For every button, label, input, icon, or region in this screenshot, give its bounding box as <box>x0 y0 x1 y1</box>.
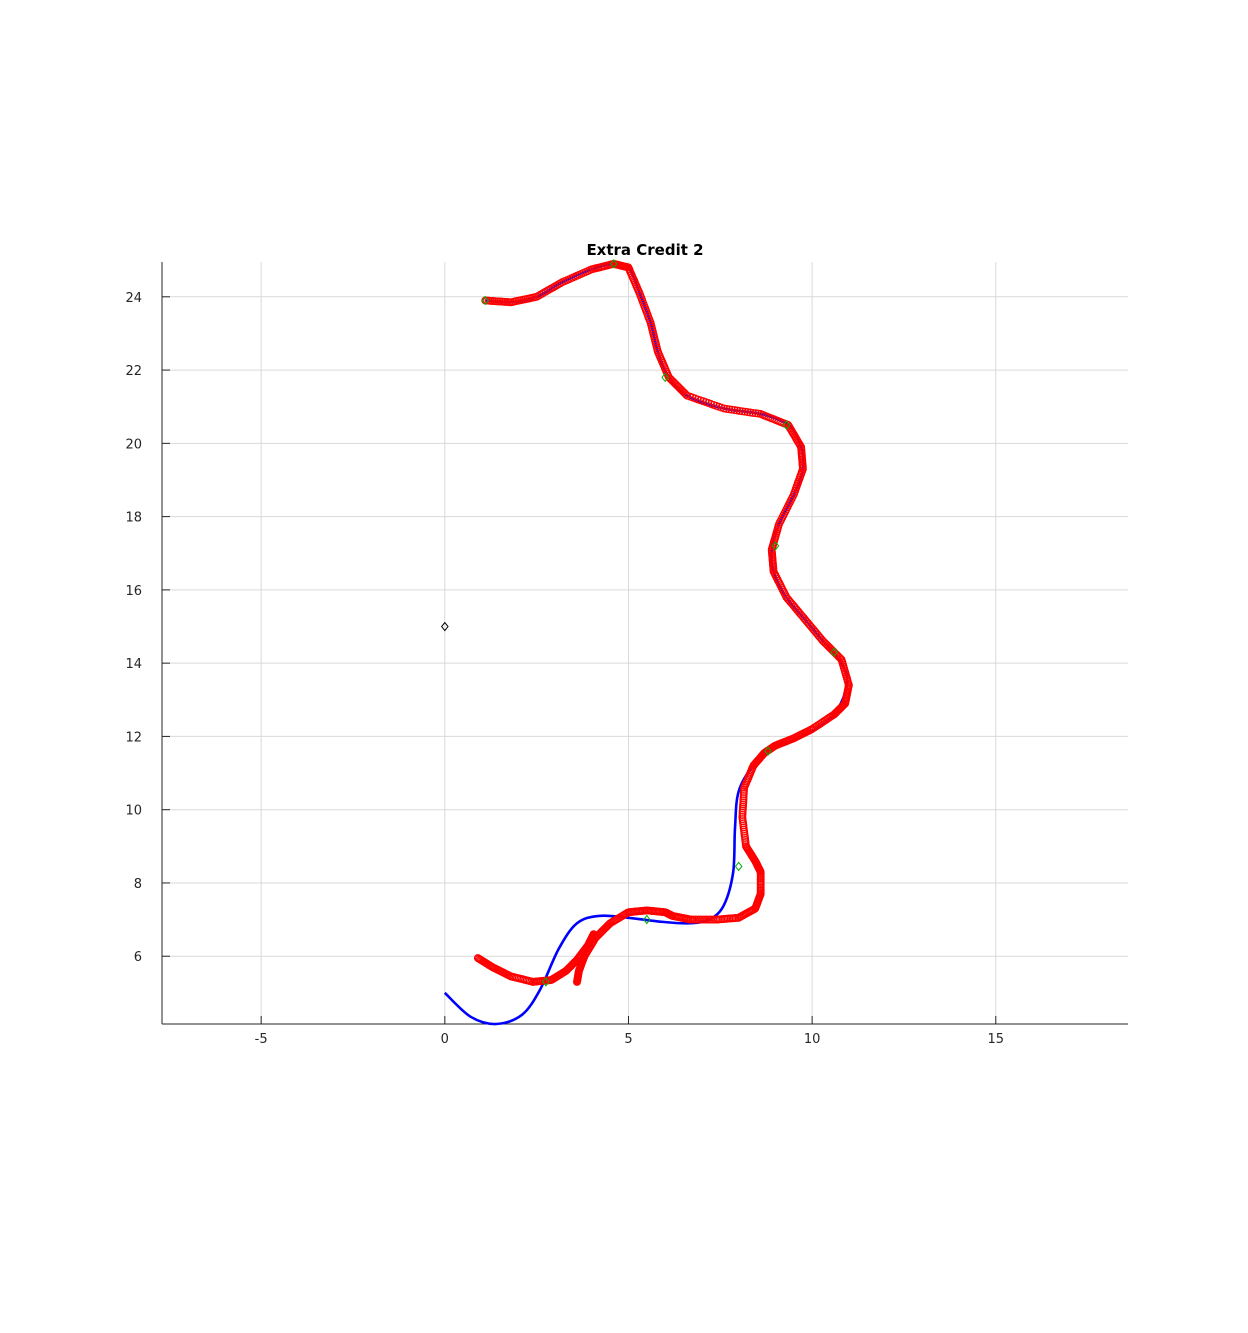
pose-marker <box>738 407 747 416</box>
x-tick-label: 10 <box>804 1032 821 1047</box>
plot-area <box>440 259 853 1026</box>
pose-marker <box>730 406 739 415</box>
waypoint-marker <box>481 295 490 306</box>
pose-marker <box>733 406 742 415</box>
x-tick-label: 0 <box>441 1032 449 1047</box>
waypoint-marker <box>771 541 780 551</box>
y-tick-label: 24 <box>125 291 142 306</box>
pose-marker <box>743 408 752 417</box>
y-tick-label: 14 <box>125 657 142 672</box>
waypoint-marker <box>764 746 772 756</box>
y-tick-label: 16 <box>125 584 142 599</box>
y-tick-label: 6 <box>134 950 142 965</box>
y-tick-label: 10 <box>125 804 142 819</box>
y-tick-label: 18 <box>125 511 142 526</box>
y-tick-label: 8 <box>134 877 142 892</box>
pose-marker <box>751 409 760 418</box>
waypoint-marker <box>782 420 791 430</box>
pose-marker <box>556 279 565 288</box>
waypoint-marker <box>661 372 670 383</box>
y-tick-label: 20 <box>125 437 142 452</box>
waypoint-marker <box>734 861 743 872</box>
ticks-layer: -5 0 5 10 15 6 8 10 12 14 16 18 20 22 24 <box>125 291 1004 1047</box>
start-marker <box>440 621 449 632</box>
pose-marker <box>670 378 679 387</box>
pose-marker <box>589 930 598 939</box>
x-tick-label: 15 <box>987 1032 1004 1047</box>
waypoint-marker <box>609 259 618 269</box>
waypoint-marker <box>541 977 550 987</box>
y-tick-label: 12 <box>125 730 142 745</box>
pose-marker <box>681 390 690 399</box>
axes-layer <box>161 262 1128 1025</box>
pose-marker <box>741 407 749 416</box>
pose-marker <box>680 389 689 398</box>
x-tick-label: 5 <box>624 1032 632 1047</box>
pose-marker <box>671 379 680 388</box>
pose-marker <box>746 408 755 417</box>
y-tick-label: 22 <box>125 364 142 379</box>
pose-marker <box>672 381 681 390</box>
grid-layer <box>162 262 1128 1024</box>
pose-marker <box>720 404 728 413</box>
x-tick-label: -5 <box>255 1032 268 1047</box>
pose-marker <box>748 408 757 417</box>
chart-title: Extra Credit 2 <box>586 241 703 259</box>
waypoint-marker <box>642 914 651 925</box>
pose-marker <box>573 977 581 986</box>
waypoint-marker <box>830 647 838 657</box>
pose-marker <box>725 405 734 414</box>
pose-marker <box>735 406 744 415</box>
pose-marker <box>722 404 731 413</box>
pose-marker <box>727 405 736 414</box>
